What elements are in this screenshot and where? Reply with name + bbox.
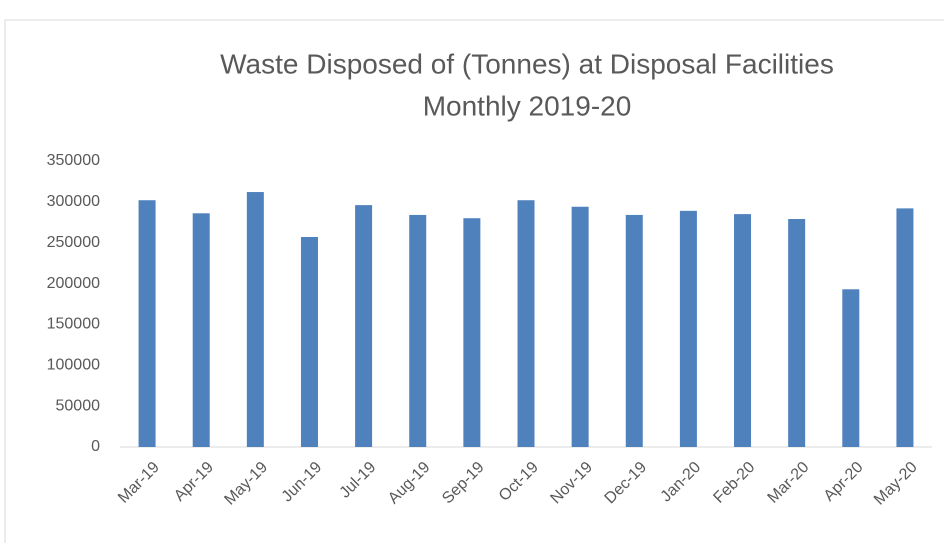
y-tick-label: 150000 [47,316,100,333]
bar [463,218,481,447]
bar [734,214,752,447]
bar [571,206,589,447]
bar [625,214,643,447]
y-tick-label: 200000 [47,275,100,292]
bar [517,200,535,447]
bar [300,236,318,447]
y-tick-label: 350000 [47,152,100,169]
bar [192,213,210,447]
y-tick-label: 300000 [47,193,100,210]
bar [679,210,697,447]
bar [355,205,373,447]
bar [788,219,806,447]
bar [896,208,914,447]
y-tick-label: 250000 [47,234,100,251]
y-tick-label: 0 [91,438,100,455]
bar [842,289,860,447]
bar [138,200,156,447]
y-tick-label: 100000 [47,357,100,374]
chart-title: Monthly 2019-20 [423,90,632,121]
y-tick-label: 50000 [56,397,101,414]
chart-title: Waste Disposed of (Tonnes) at Disposal F… [220,48,834,79]
bar [246,192,264,447]
bar [409,214,427,447]
